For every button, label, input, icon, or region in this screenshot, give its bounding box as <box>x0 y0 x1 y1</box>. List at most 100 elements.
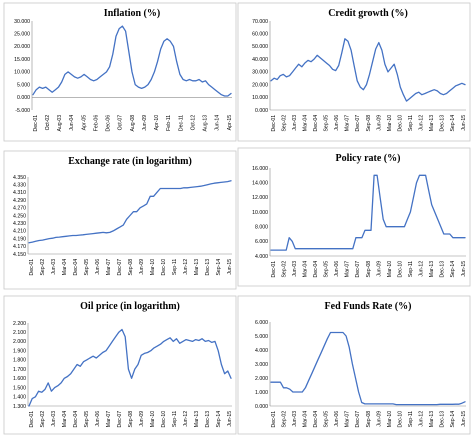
x-tick-label: Sep-02 <box>281 115 287 132</box>
x-tick-label: Dec-13 <box>440 411 446 428</box>
x-tick-label: Jun-06 <box>95 259 101 275</box>
x-tick-label: Sep-08 <box>128 259 134 276</box>
x-tick-label: Sep-11 <box>408 411 414 427</box>
x-tick-label: Dec-07 <box>117 411 123 428</box>
series-line <box>32 25 232 97</box>
x-tick-label: Sep-11 <box>408 115 414 131</box>
x-tick-label: Oct-12 <box>190 115 196 131</box>
x-tick-label: Mar-13 <box>429 411 435 428</box>
x-tick-label: Jun-14 <box>215 115 221 131</box>
x-tick-label: Apr-10 <box>154 115 160 131</box>
x-tick-label: Mar-04 <box>302 115 308 132</box>
x-tick-label: Dec-01 <box>271 115 277 132</box>
x-tick-label: Jun-09 <box>376 261 382 277</box>
chart-panel-5: Oil price (in logarithm) 1.300 1.400 1.500 1… <box>3 295 237 435</box>
x-tick-label: Jun-15 <box>227 411 233 427</box>
chart-panel-2: Credit growth (%) 0.000 10.000 20.000 30.000… <box>237 2 471 142</box>
x-tick-label: Sep-05 <box>324 411 330 428</box>
x-tick-label: Jun-09 <box>376 115 382 131</box>
x-tick-label: Mar-13 <box>429 261 435 278</box>
x-tick-label: Dec-13 <box>440 261 446 278</box>
chart-title: Exchange rate (in logarithm) <box>68 156 192 167</box>
x-tick-label: Sep-05 <box>324 261 330 278</box>
x-tick-label: Mar-13 <box>429 115 435 132</box>
x-tick-label: Jun-03 <box>51 411 57 427</box>
y-tick-label: 2.100 <box>13 330 26 336</box>
y-tick-label: 25.000 <box>14 32 30 38</box>
x-tick-label: Jun-12 <box>419 411 425 427</box>
x-tick-label: Sep-05 <box>84 411 90 428</box>
x-tick-label: Dec-01 <box>29 259 35 276</box>
x-tick-label: Sep-11 <box>172 259 178 275</box>
y-tick-label: 2.000 <box>13 339 26 345</box>
x-tick-label: Mar-10 <box>387 411 393 428</box>
x-tick-label: Mar-10 <box>387 115 393 132</box>
x-tick-label: Aug-13 <box>203 115 209 132</box>
x-tick-label: Dec-13 <box>440 115 446 132</box>
x-tick-label: Dec-10 <box>397 261 403 278</box>
panel-frame <box>3 150 237 290</box>
x-tick-label: Dec-13 <box>205 411 211 428</box>
chart-title: Fed Funds Rate (%) <box>325 301 412 312</box>
x-tick-label: Feb-11 <box>166 115 172 131</box>
x-tick-label: Mar-10 <box>150 259 156 276</box>
y-tick-label: 5.000 <box>17 82 30 88</box>
y-tick-label: 3.000 <box>255 362 268 368</box>
x-tick-label: Dec-04 <box>313 115 319 132</box>
x-tick-label: Dec-11 <box>178 115 184 131</box>
x-tick-label: Sep-08 <box>128 411 134 428</box>
panel-frame <box>237 2 471 142</box>
x-tick-label: Oct-02 <box>45 115 51 131</box>
series-line <box>270 331 466 406</box>
x-tick-label: Sep-11 <box>408 261 414 277</box>
y-tick-label: 30.000 <box>252 70 268 76</box>
x-tick-label: Sep-08 <box>366 115 372 132</box>
x-tick-label: Jun-09 <box>376 411 382 427</box>
y-tick-label: 15.000 <box>14 57 30 63</box>
y-tick-label: 60.000 <box>252 32 268 38</box>
x-tick-label: Sep-11 <box>172 411 178 427</box>
x-tick-label: Jun-06 <box>334 115 340 131</box>
x-tick-label: Jun-03 <box>292 115 298 131</box>
x-tick-label: Jun-12 <box>183 411 189 427</box>
x-tick-label: Mar-07 <box>106 259 112 276</box>
y-tick-label: 10.000 <box>14 70 30 76</box>
x-tick-label: Sep-14 <box>216 411 222 428</box>
y-tick-label: 0.000 <box>255 108 268 114</box>
x-tick-label: Sep-14 <box>216 259 222 276</box>
y-tick-label: 10.000 <box>252 210 268 216</box>
panel-frame <box>3 2 237 142</box>
y-tick-label: 4.190 <box>13 236 26 242</box>
x-tick-label: Dec-01 <box>271 261 277 278</box>
x-tick-label: Dec-04 <box>313 261 319 278</box>
x-tick-label: Dec-04 <box>73 411 79 428</box>
x-tick-label: Mar-07 <box>345 411 351 428</box>
y-tick-label: 1.000 <box>255 390 268 396</box>
x-tick-label: Oct-07 <box>118 115 124 131</box>
y-tick-label: 4.210 <box>13 229 26 235</box>
x-tick-label: Sep-14 <box>450 411 456 428</box>
x-tick-label: Dec-13 <box>205 259 211 276</box>
x-tick-label: Jun-04 <box>69 115 75 131</box>
y-tick-label: 1.800 <box>13 358 26 364</box>
y-tick-label: 40.000 <box>252 57 268 63</box>
x-tick-label: Jun-09 <box>139 259 145 275</box>
panel-frame <box>237 295 471 435</box>
x-tick-label: Mar-04 <box>62 411 68 428</box>
y-tick-label: 4.310 <box>13 190 26 196</box>
x-tick-label: Dec-07 <box>355 115 361 132</box>
x-tick-label: Sep-02 <box>40 411 46 428</box>
chart-panel-6: Fed Funds Rate (%) 0.000 1.000 2.000 3.000 4.… <box>237 295 471 435</box>
x-tick-label: Mar-04 <box>62 259 68 276</box>
x-tick-label: Dec-10 <box>397 411 403 428</box>
y-tick-label: 1.600 <box>13 376 26 382</box>
y-tick-label: 0.000 <box>17 95 30 101</box>
y-tick-label: 4.270 <box>13 206 26 212</box>
chart-title: Credit growth (%) <box>328 8 408 19</box>
x-tick-label: Sep-02 <box>281 261 287 278</box>
x-tick-label: Aug-03 <box>57 115 63 132</box>
chart-title: Inflation (%) <box>104 8 160 19</box>
x-tick-label: Jun-03 <box>292 411 298 427</box>
x-tick-label: Apr-15 <box>227 115 233 131</box>
